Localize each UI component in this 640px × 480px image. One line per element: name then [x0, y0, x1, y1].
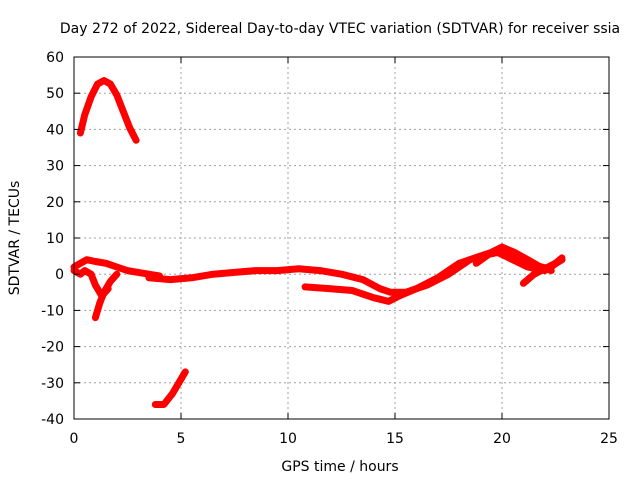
- y-tick-label: 60: [46, 50, 64, 66]
- x-tick-label: 25: [600, 431, 618, 447]
- y-tick-label: 0: [55, 267, 64, 283]
- y-tick-label: -10: [41, 303, 64, 319]
- y-tick-label: 20: [46, 195, 64, 211]
- y-tick-label: 50: [46, 86, 64, 102]
- axis-ticks: -40 -30 -20 -10 0 10 20 30 40 50 60 0 5 10 15 20 25: [41, 50, 618, 447]
- series-arc-right: [472, 243, 555, 275]
- series-arc-right-low: [519, 256, 566, 287]
- y-tick-label: 10: [46, 231, 64, 247]
- y-tick-label: -40: [41, 412, 64, 428]
- series-arc-mid-low: [301, 249, 566, 305]
- y-tick-label: 40: [46, 122, 64, 138]
- series-group: [70, 77, 566, 408]
- x-axis-label: GPS time / hours: [281, 459, 398, 475]
- x-tick-label: 0: [70, 431, 79, 447]
- y-tick-label: -20: [41, 340, 64, 356]
- y-tick-label: -30: [41, 376, 64, 392]
- grid: [74, 57, 609, 419]
- x-tick-label: 10: [279, 431, 297, 447]
- chart-title: Day 272 of 2022, Sidereal Day-to-day VTE…: [60, 21, 620, 37]
- y-tick-label: 30: [46, 159, 64, 175]
- series-arc-low: [151, 368, 189, 408]
- x-tick-label: 15: [386, 431, 404, 447]
- x-tick-label: 5: [177, 431, 186, 447]
- y-axis-label: SDTVAR / TECUs: [7, 181, 23, 296]
- series-arc-neg-rise: [91, 270, 121, 322]
- series-arc-high: [76, 77, 140, 144]
- series-arc-rise-left: [70, 256, 164, 280]
- x-tick-label: 20: [493, 431, 511, 447]
